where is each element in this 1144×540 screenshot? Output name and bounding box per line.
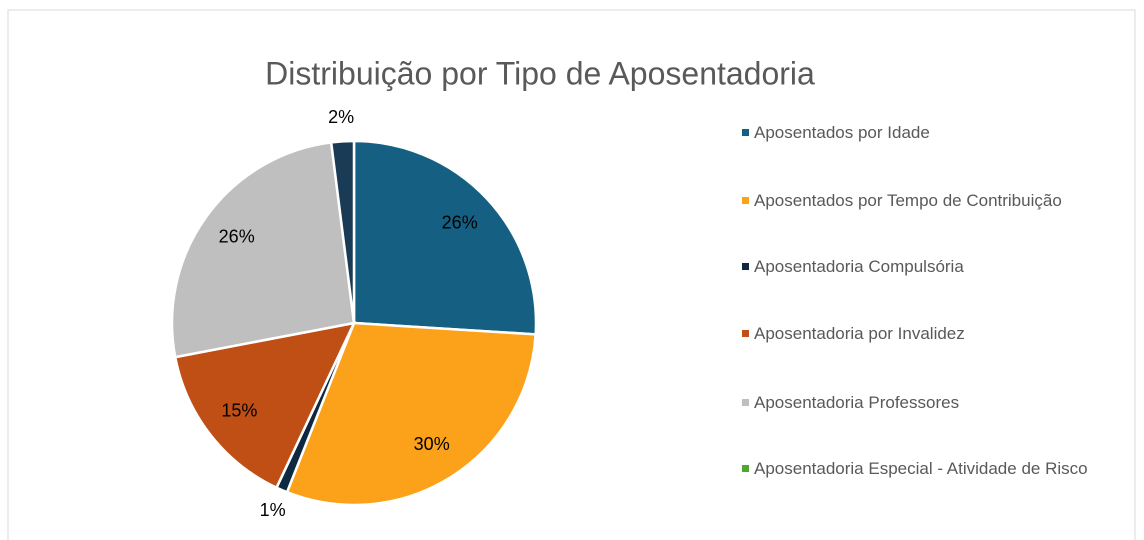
data-label: 30% xyxy=(414,434,450,454)
frame xyxy=(7,9,1136,540)
legend-swatch xyxy=(742,197,749,204)
legend-swatch xyxy=(742,330,749,337)
legend-entry: Aposentados por Tempo de Contribuição xyxy=(742,188,1062,214)
legend-swatch xyxy=(742,263,749,270)
data-label: 26% xyxy=(442,212,478,232)
pie-slice xyxy=(173,321,357,490)
legend-swatch xyxy=(742,465,749,472)
legend-label: Aposentados por Tempo de Contribuição xyxy=(754,191,1062,210)
data-label: 26% xyxy=(219,227,255,247)
data-label: 2% xyxy=(328,107,354,127)
pie-slice xyxy=(285,321,537,507)
data-label: 15% xyxy=(221,401,257,421)
legend-label: Aposentadoria Professores xyxy=(754,393,960,412)
legend-label: Aposentadoria Especial - Atividade de Ri… xyxy=(754,459,1088,478)
legend-entry: Aposentadoria Compulsória xyxy=(742,254,964,280)
legend-label: Aposentadoria Compulsória xyxy=(754,257,964,276)
pie-slice xyxy=(352,139,538,336)
chart-title: Distribuição por Tipo de Aposentadoria xyxy=(265,55,815,91)
legend-entry: Aposentados por Idade xyxy=(742,120,930,146)
legend-entry: Aposentadoria Professores xyxy=(742,390,959,416)
legend-label: Aposentadoria por Invalidez xyxy=(754,324,965,343)
pie-slice xyxy=(170,141,356,359)
legend-entry: Aposentadoria Especial - Atividade de Ri… xyxy=(742,456,1088,482)
legend-swatch xyxy=(742,129,749,136)
data-label: 1% xyxy=(260,500,286,520)
legend-label: Aposentados por Idade xyxy=(754,123,930,142)
legend-entry: Aposentadoria por Invalidez xyxy=(742,321,965,347)
legend-swatch xyxy=(742,399,749,406)
pie-slice xyxy=(329,139,356,324)
